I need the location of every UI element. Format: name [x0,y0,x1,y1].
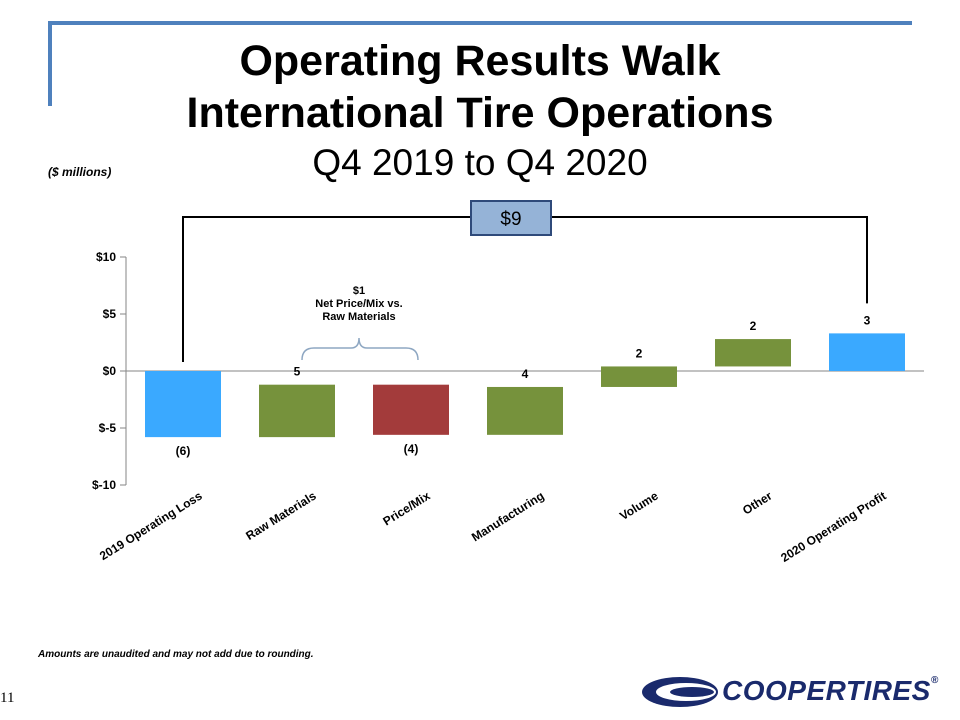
waterfall-bar [373,384,449,435]
bracket-annotation-text: Net Price/Mix vs. [315,298,402,310]
waterfall-bar [601,366,677,387]
page-title: Operating Results Walk [239,37,721,85]
y-tick-label: $10 [96,250,116,264]
logo-wordmark: COOPERTIRES® [722,675,939,706]
left-frame-line [48,21,52,106]
x-category-label: Raw Materials [243,489,319,543]
units-note: ($ millions) [48,165,112,179]
x-category-label: Price/Mix [380,489,432,529]
bar-value-label: (6) [176,444,191,458]
waterfall-bar [715,339,791,367]
waterfall-bar [487,386,563,435]
bar-value-label: 4 [522,367,529,381]
coopertires-logo: COOPERTIRES® [640,672,945,712]
waterfall-bar [145,371,221,438]
top-frame-line [48,21,912,25]
page-title-line2: International Tire Operations [186,89,774,137]
waterfall-bar [829,333,905,371]
waterfall-bar [259,384,335,438]
bar-value-label: 3 [864,313,871,327]
bracket-annotation-text: $1 [353,285,365,297]
x-category-label: Volume [617,488,661,523]
x-category-label: Other [740,489,775,518]
total-change-label: $9 [500,209,521,230]
x-category-label: 2019 Operating Loss [97,489,205,564]
y-tick-label: $0 [103,364,117,378]
x-category-label: 2020 Operating Profit [778,489,888,565]
bar-value-label: 2 [636,346,643,360]
bracket-annotation-text: Raw Materials [322,311,395,323]
cooper-swoosh-icon [642,677,718,707]
footnote: Amounts are unaudited and may not add du… [38,649,314,660]
page-subtitle: Q4 2019 to Q4 2020 [312,142,648,183]
bar-value-label: (4) [404,442,419,456]
x-category-label: Manufacturing [469,489,547,545]
y-tick-label: $5 [103,307,117,321]
y-tick-label: $-5 [99,421,117,435]
y-tick-label: $-10 [92,478,116,492]
total-change-box [470,200,552,236]
bar-value-label: 2 [750,319,757,333]
page-number: 11 [0,690,15,706]
curly-bracket [301,337,419,361]
bar-value-label: 5 [294,365,301,379]
